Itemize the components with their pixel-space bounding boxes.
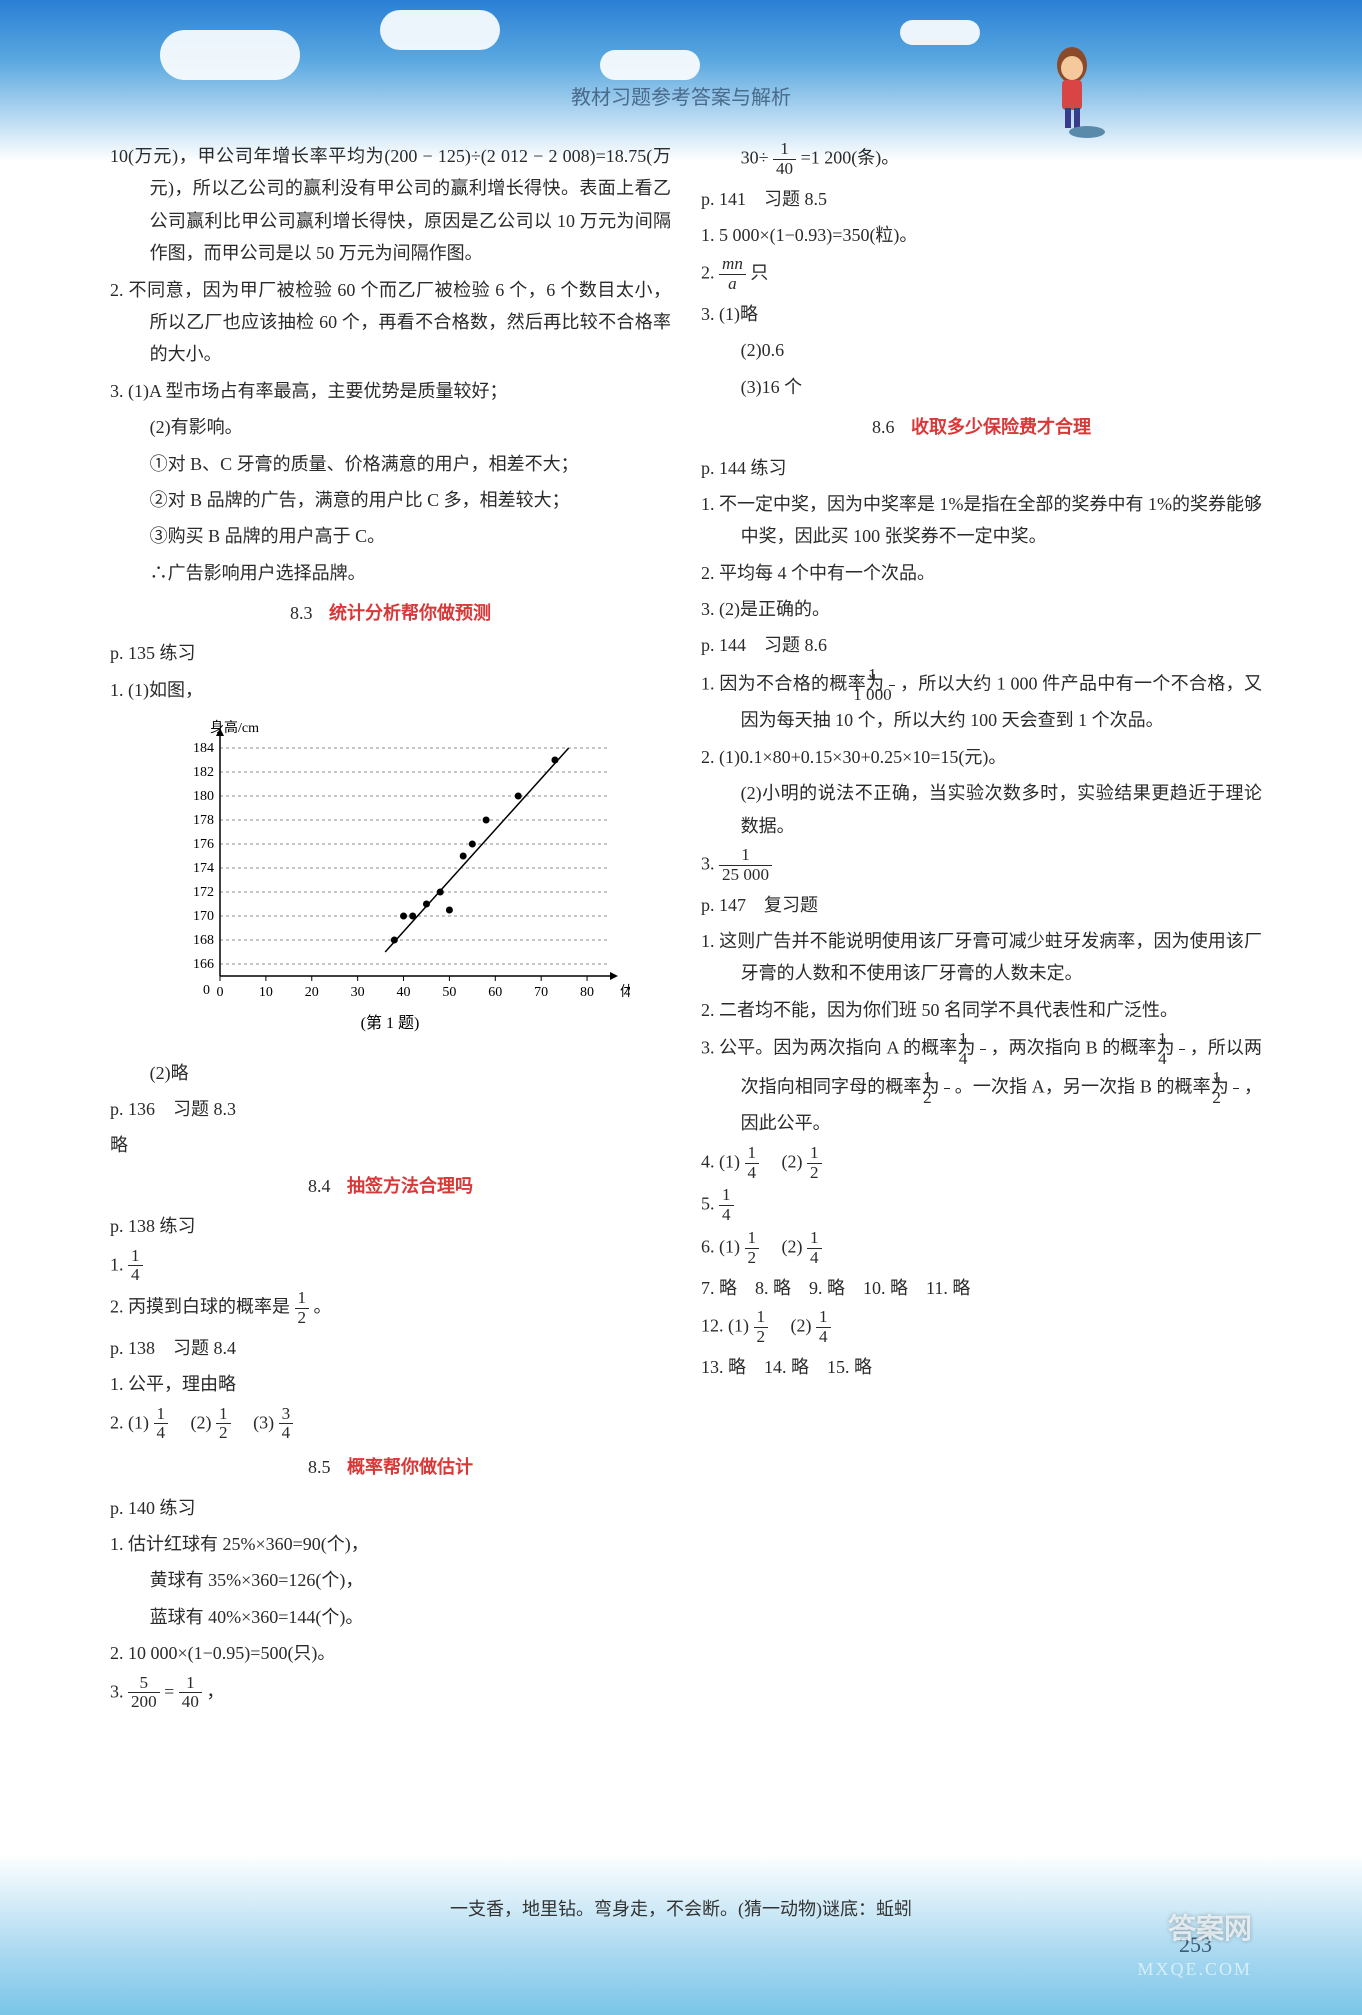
svg-text:182: 182 [193, 765, 214, 780]
cloud-decoration [600, 50, 700, 80]
page-header-title: 教材习题参考答案与解析 [571, 80, 791, 116]
page-ref: p. 135 练习 [110, 637, 671, 669]
section-name: 抽签方法合理吗 [347, 1176, 473, 1196]
text-block: 1. 这则广告并不能说明使用该厂牙膏可减少蛀牙发病率，因为使用该厂牙膏的人数和不… [701, 925, 1262, 990]
section-number: 8.6 [872, 411, 895, 443]
left-column: 10(万元)，甲公司年增长率平均为(200 − 125)÷(2 012 − 2 … [110, 140, 671, 1716]
text-block: (2)小明的说法不正确，当实验次数多时，实验结果更趋近于理论数据。 [701, 777, 1262, 842]
svg-text:168: 168 [193, 933, 214, 948]
text-block: 3. 公平。因为两次指向 A 的概率为 14 ，两次指向 B 的概率为 14 ，… [701, 1030, 1262, 1140]
text-block: (3)16 个 [701, 371, 1262, 403]
text-block: 3. (2)是正确的。 [701, 593, 1262, 625]
two-column-content: 10(万元)，甲公司年增长率平均为(200 − 125)÷(2 012 − 2 … [0, 0, 1362, 1856]
section-number: 8.3 [290, 597, 313, 629]
text-block: 1. 因为不合格的概率为 11 000 ，所以大约 1 000 件产品中有一个不… [701, 666, 1262, 737]
section-heading: 8.3 统计分析帮你做预测 [110, 597, 671, 629]
page-ref: p. 147 复习题 [701, 889, 1262, 921]
svg-text:174: 174 [193, 861, 214, 876]
page-ref: p. 138 练习 [110, 1210, 671, 1242]
footer-riddle: 一支香，地里钻。弯身走，不会断。(猜一动物)谜底：蚯蚓 [0, 1893, 1362, 1925]
text-block: ①对 B、C 牙膏的质量、价格满意的用户，相差不大； [110, 448, 671, 480]
svg-text:172: 172 [193, 885, 214, 900]
text-block: 3. (1)略 [701, 298, 1262, 330]
text-block: 3. (1)A 型市场占有率最高，主要优势是质量较好； [110, 375, 671, 407]
text-block: 12. (1) 12 (2) 14 [701, 1308, 1262, 1347]
character-illustration [1032, 40, 1112, 140]
text-block: 10(万元)，甲公司年增长率平均为(200 − 125)÷(2 012 − 2 … [110, 140, 671, 270]
section-number: 8.5 [308, 1451, 331, 1483]
section-heading: 8.4 抽签方法合理吗 [110, 1170, 671, 1202]
svg-text:176: 176 [193, 837, 214, 852]
section-number: 8.4 [308, 1170, 331, 1202]
cloud-decoration [380, 10, 500, 50]
svg-text:178: 178 [193, 813, 214, 828]
section-name: 概率帮你做估计 [347, 1457, 473, 1477]
text-block: ③购买 B 品牌的用户高于 C。 [110, 520, 671, 552]
page-ref: p. 144 练习 [701, 452, 1262, 484]
text-block: (2)略 [110, 1057, 671, 1089]
svg-text:166: 166 [193, 957, 214, 972]
text-block: 7. 略 8. 略 9. 略 10. 略 11. 略 [701, 1272, 1262, 1304]
page-ref: p. 144 习题 8.6 [701, 629, 1262, 661]
text-block: (2)0.6 [701, 334, 1262, 366]
page-ref: p. 136 习题 8.3 [110, 1093, 671, 1125]
cloud-decoration [900, 20, 980, 45]
text-block: 5. 14 [701, 1186, 1262, 1225]
svg-text:170: 170 [193, 909, 214, 924]
scatter-chart: 身高/cm16616817017217417617818018218401020… [150, 716, 630, 1046]
text-block: 2. (1) 14 (2) 12 (3) 34 [110, 1405, 671, 1444]
text-block: 2. 不同意，因为甲厂被检验 60 个而乙厂被检验 6 个，6 个数目太小，所以… [110, 274, 671, 371]
text-block: 1. 不一定中奖，因为中奖率是 1%是指在全部的奖券中有 1%的奖券能够中奖，因… [701, 488, 1262, 553]
text-block: 1. 14 [110, 1247, 671, 1286]
svg-text:184: 184 [193, 741, 214, 756]
text-block: 蓝球有 40%×360=144(个)。 [110, 1601, 671, 1633]
svg-text:(第 1 题): (第 1 题) [361, 1014, 420, 1032]
text-block: 1. 估计红球有 25%×360=90(个)， [110, 1528, 671, 1560]
svg-text:70: 70 [534, 985, 548, 1000]
right-column: 30÷ 140 =1 200(条)。 p. 141 习题 8.5 1. 5 00… [701, 140, 1262, 1716]
section-heading: 8.6 收取多少保险费才合理 [701, 411, 1262, 443]
section-name: 收取多少保险费才合理 [911, 417, 1091, 437]
svg-text:40: 40 [397, 985, 411, 1000]
svg-text:50: 50 [442, 985, 456, 1000]
svg-text:体重/kg: 体重/kg [620, 984, 630, 1000]
text-block: 6. (1) 12 (2) 14 [701, 1229, 1262, 1268]
text-block: 3. 5200 = 140 ， [110, 1674, 671, 1713]
svg-text:30: 30 [351, 985, 365, 1000]
svg-text:180: 180 [193, 789, 214, 804]
svg-text:80: 80 [580, 985, 594, 1000]
text-block: 2. (1)0.1×80+0.15×30+0.25×10=15(元)。 [701, 741, 1262, 773]
text-block: (2)有影响。 [110, 411, 671, 443]
text-block: 黄球有 35%×360=126(个)， [110, 1564, 671, 1596]
text-block: 2. 平均每 4 个中有一个次品。 [701, 557, 1262, 589]
text-block: ②对 B 品牌的广告，满意的用户比 C 多，相差较大； [110, 484, 671, 516]
svg-text:0: 0 [217, 985, 224, 1000]
svg-text:20: 20 [305, 985, 319, 1000]
svg-text:60: 60 [488, 985, 502, 1000]
text-block: 1. (1)如图， [110, 674, 671, 706]
text-block: 2. 丙摸到白球的概率是 12 。 [110, 1289, 671, 1328]
svg-text:0: 0 [203, 983, 210, 998]
page-ref: p. 141 习题 8.5 [701, 183, 1262, 215]
text-block: 3. 125 000 [701, 846, 1262, 885]
watermark: 答案网 [1168, 1905, 1252, 1955]
text-block: 2. 二者均不能，因为你们班 50 名同学不具代表性和广泛性。 [701, 994, 1262, 1026]
section-heading: 8.5 概率帮你做估计 [110, 1451, 671, 1483]
text-block: 2. 10 000×(1−0.95)=500(只)。 [110, 1637, 671, 1669]
watermark: MXQE.COM [1137, 1953, 1252, 1985]
text-block: 1. 5 000×(1−0.93)=350(粒)。 [701, 219, 1262, 251]
text-block: ∴广告影响用户选择品牌。 [110, 557, 671, 589]
cloud-decoration [160, 30, 300, 80]
text-block: 1. 公平，理由略 [110, 1368, 671, 1400]
page-ref: p. 138 习题 8.4 [110, 1332, 671, 1364]
text-block: 13. 略 14. 略 15. 略 [701, 1351, 1262, 1383]
text-block: 30÷ 140 =1 200(条)。 [701, 140, 1262, 179]
svg-text:10: 10 [259, 985, 273, 1000]
section-name: 统计分析帮你做预测 [329, 603, 491, 623]
text-block: 4. (1) 14 (2) 12 [701, 1144, 1262, 1183]
text-block: 略 [110, 1129, 671, 1161]
text-block: 2. mna 只 [701, 255, 1262, 294]
page-ref: p. 140 练习 [110, 1492, 671, 1524]
